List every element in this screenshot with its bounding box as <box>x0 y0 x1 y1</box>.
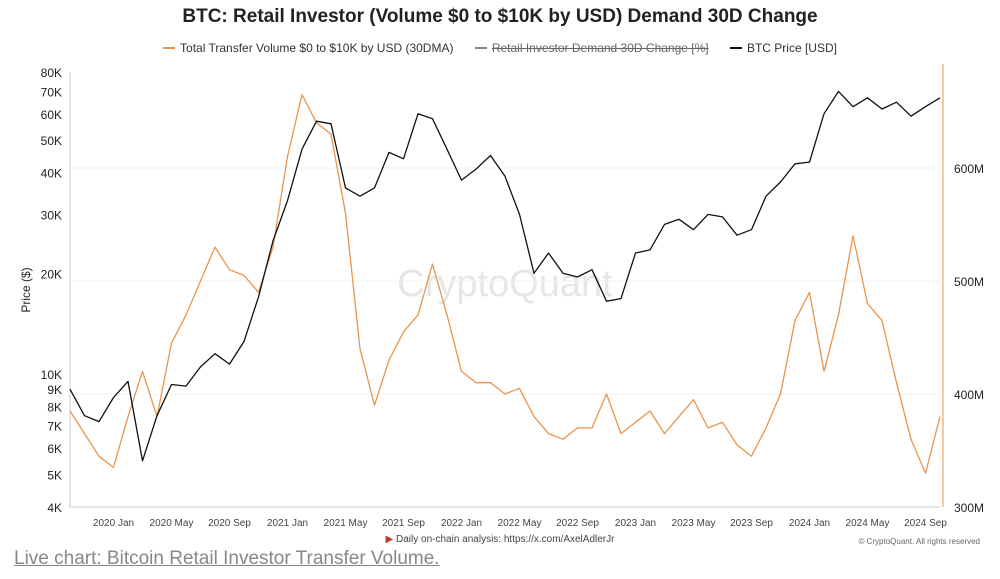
x-tick-label: 2021 Jan <box>267 518 308 529</box>
transfer-volume-line <box>69 93 941 474</box>
legend-swatch <box>163 47 176 49</box>
footer-link[interactable]: https://x.com/AxelAdlerJr <box>503 534 615 545</box>
footer-label: Daily on-chain analysis: <box>396 534 502 545</box>
live-chart-link[interactable]: Live chart: Bitcoin Retail Investor Tran… <box>14 548 440 569</box>
y-right-tick-label: 500M <box>954 275 984 289</box>
y-right-tick-label: 600M <box>954 162 984 176</box>
legend-item-demand[interactable]: Retail Investor Demand 30D Change [%] <box>474 41 709 55</box>
x-tick-label: 2023 Sep <box>730 518 773 529</box>
y-left-tick-label: 60K <box>41 108 62 122</box>
x-tick-label: 2020 Jan <box>93 518 134 529</box>
y-left-tick-label: 20K <box>41 267 62 281</box>
y-right-tick-label: 400M <box>954 388 984 402</box>
flag-icon: ▶ <box>385 534 394 545</box>
x-tick-label: 2020 May <box>150 518 194 529</box>
legend-item-volume[interactable]: Total Transfer Volume $0 to $10K by USD … <box>163 41 453 55</box>
y-left-tick-label: 6K <box>47 442 62 456</box>
y-left-tick-label: 4K <box>47 501 62 515</box>
y-left-tick-label: 9K <box>47 383 62 397</box>
y-left-tick-label: 10K <box>41 368 62 382</box>
x-tick-label: 2024 May <box>846 518 890 529</box>
y-left-tick-label: 70K <box>41 85 62 99</box>
y-axis-label: Price ($) <box>19 267 33 312</box>
x-tick-label: 2020 Sep <box>208 518 251 529</box>
y-left-tick-label: 50K <box>41 134 62 148</box>
x-tick-label: 2024 Jan <box>789 518 830 529</box>
legend: Total Transfer Volume $0 to $10K by USD … <box>0 38 1000 55</box>
y-left-tick-label: 30K <box>41 208 62 222</box>
x-tick-label: 2022 Sep <box>556 518 599 529</box>
legend-swatch <box>729 47 742 49</box>
y-left-tick-label: 7K <box>47 420 62 434</box>
x-tick-label: 2021 Sep <box>382 518 425 529</box>
chart-title: BTC: Retail Investor (Volume $0 to $10K … <box>182 6 818 27</box>
y-left-tick-label: 8K <box>47 400 62 414</box>
btc-price-line <box>69 90 941 462</box>
x-tick-label: 2023 Jan <box>615 518 656 529</box>
legend-label: BTC Price [USD] <box>746 41 837 55</box>
x-tick-label: 2021 May <box>324 518 368 529</box>
y-right-tick-label: 300M <box>954 501 984 515</box>
legend-item-price[interactable]: BTC Price [USD] <box>729 41 837 55</box>
x-tick-label: 2022 May <box>498 518 542 529</box>
y-left-tick-label: 40K <box>41 167 62 181</box>
watermark: CryptoQuant <box>397 263 613 305</box>
y-left-tick-label: 5K <box>47 469 62 483</box>
copyright: © CryptoQuant. All rights reserved <box>858 537 981 546</box>
legend-label: Total Transfer Volume $0 to $10K by USD … <box>180 41 454 55</box>
y-left-tick-label: 80K <box>41 66 62 80</box>
x-tick-label: 2022 Jan <box>441 518 482 529</box>
legend-label: Retail Investor Demand 30D Change [%] <box>491 41 709 55</box>
x-tick-label: 2024 Sep <box>904 518 947 529</box>
x-tick-label: 2023 May <box>672 518 716 529</box>
footer: ▶ Daily on-chain analysis: https://x.com… <box>0 534 1000 545</box>
legend-swatch <box>474 47 487 49</box>
